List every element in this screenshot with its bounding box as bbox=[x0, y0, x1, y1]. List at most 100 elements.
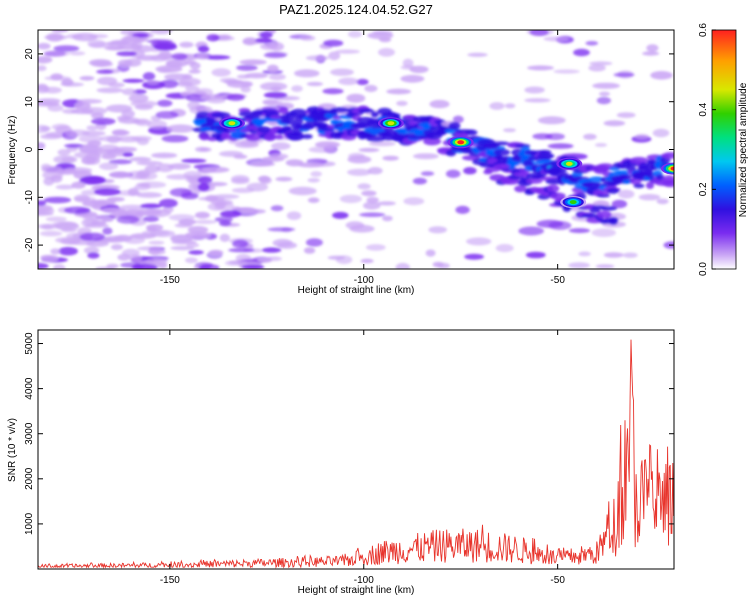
spectrogram-noise-blob bbox=[64, 129, 90, 137]
figure-title: PAZ1.2025.124.04.52.G27 bbox=[279, 2, 433, 17]
spectrogram-ridge-blob bbox=[245, 133, 262, 142]
spectrogram-ridge-blob bbox=[645, 181, 655, 189]
spectrogram-ridge-blob bbox=[366, 135, 386, 142]
spectrogram-noise-blob bbox=[379, 37, 392, 43]
spectrogram-noise-blob bbox=[186, 242, 200, 248]
spectrogram-noise-blob bbox=[132, 89, 147, 95]
snr-axis-ticks: -150 -100 -50 1000 2000 3000 4000 5000 bbox=[24, 330, 674, 586]
spectrogram-noise-blob bbox=[38, 124, 49, 134]
spectrogram-noise-blob bbox=[395, 262, 410, 269]
spectrogram-noise-blob bbox=[140, 203, 162, 209]
spectrogram-noise-blob bbox=[165, 60, 183, 68]
spectrogram-noise-blob bbox=[55, 184, 75, 190]
spectrogram-noise-blob bbox=[69, 51, 86, 56]
spectrogram-noise-blob bbox=[271, 142, 291, 150]
spectrogram-ridge-blob bbox=[493, 148, 511, 156]
spectrogram-noise-blob bbox=[166, 124, 195, 133]
spectrogram-noise-blob bbox=[208, 249, 224, 256]
spectrogram-noise-blob bbox=[275, 176, 293, 182]
spectrogram-noise-blob bbox=[117, 43, 142, 50]
spectrogram-noise-blob bbox=[452, 115, 464, 124]
spectrogram-noise-blob bbox=[133, 263, 145, 269]
spectrogram-noise-blob bbox=[106, 263, 119, 269]
spectrogram-noise-blob bbox=[231, 177, 250, 185]
spectrogram-hotspot bbox=[228, 121, 236, 126]
spectrogram-noise-blob bbox=[226, 80, 252, 88]
spectrogram-noise-blob bbox=[86, 125, 98, 131]
spectrogram-noise-blob bbox=[68, 240, 95, 245]
spectrogram-noise-blob bbox=[156, 163, 174, 173]
spectrogram-noise-blob bbox=[276, 241, 298, 249]
spectrogram-noise-blob bbox=[151, 152, 178, 159]
spectrogram-noise-blob bbox=[43, 196, 72, 204]
spectrogram-noise-blob bbox=[79, 76, 95, 81]
spectrogram-noise-blob bbox=[236, 64, 258, 71]
spectrogram-ridge-blob bbox=[538, 149, 552, 155]
spectrogram-noise-blob bbox=[261, 156, 285, 162]
x-tick-label: -50 bbox=[550, 275, 565, 286]
spectrogram-noise-blob bbox=[445, 169, 461, 178]
spectrogram-noise-blob bbox=[197, 45, 210, 53]
spectrogram-ridge-blob bbox=[546, 184, 560, 193]
spectrogram-noise-blob bbox=[589, 61, 613, 66]
spectrogram-noise-blob bbox=[409, 65, 429, 74]
spectrogram-noise-blob bbox=[467, 52, 488, 57]
spectrogram-noise-blob bbox=[603, 120, 626, 127]
spectrogram-noise-blob bbox=[347, 30, 363, 38]
spectrogram-noise-blob bbox=[201, 166, 230, 173]
spectrogram-noise-blob bbox=[346, 93, 366, 103]
spectrogram-noise-blob bbox=[638, 194, 661, 201]
spectrogram-noise-blob bbox=[400, 74, 425, 83]
spectrogram-noise-blob bbox=[603, 252, 624, 258]
spectrogram-ridge-blob bbox=[502, 178, 520, 185]
spectrogram-ridge-blob bbox=[600, 206, 618, 211]
spectrogram-hotspot bbox=[457, 140, 465, 145]
spectrogram-ridge-blob bbox=[581, 213, 599, 219]
spectrogram-noise-blob bbox=[303, 247, 316, 254]
spectrogram-noise-blob bbox=[368, 141, 396, 147]
spectrogram-noise-blob bbox=[161, 135, 189, 143]
spectrogram-noise-blob bbox=[234, 207, 256, 212]
spectrogram-noise-blob bbox=[110, 244, 123, 251]
spectrogram-noise-blob bbox=[148, 240, 165, 245]
spectrogram-ridge-blob bbox=[633, 183, 645, 189]
spectrogram-noise-blob bbox=[132, 119, 149, 125]
spectrogram-noise-blob bbox=[314, 141, 341, 148]
spectrogram-noise-blob bbox=[198, 265, 211, 269]
spectrogram-noise-blob bbox=[168, 163, 192, 170]
spectrogram-noise-blob bbox=[297, 162, 325, 168]
spectrogram-noise-blob bbox=[83, 246, 100, 255]
spectrogram-noise-blob bbox=[347, 168, 372, 176]
spectrogram-ridge-blob bbox=[513, 171, 528, 177]
spectrogram-noise-blob bbox=[120, 30, 135, 36]
spectrogram-noise-blob bbox=[613, 72, 635, 78]
spectrogram-noise-blob bbox=[43, 86, 62, 94]
x-tick-label: -150 bbox=[160, 275, 180, 286]
spectrogram-hotspot bbox=[569, 200, 577, 205]
spectrogram-noise-blob bbox=[259, 82, 288, 91]
spectrogram-ridge-blob bbox=[618, 174, 633, 179]
spectrogram-noise-blob bbox=[357, 183, 371, 190]
spectrogram-noise-blob bbox=[91, 220, 107, 226]
spectrogram-hotspot bbox=[670, 166, 674, 171]
colorbar-label: Normalized spectral amplitude bbox=[738, 82, 749, 217]
spectrogram-noise-blob bbox=[71, 181, 86, 189]
x-tick-label: -100 bbox=[354, 575, 374, 586]
spectrogram-ridge-blob bbox=[629, 156, 649, 165]
spectrogram-noise-blob bbox=[592, 82, 620, 89]
spectrogram-noise-blob bbox=[51, 30, 69, 33]
spectrogram-noise-blob bbox=[594, 143, 608, 147]
spectrogram-noise-blob bbox=[267, 227, 296, 232]
spectrogram-noise-blob bbox=[345, 221, 365, 230]
spectrogram-noise-blob bbox=[503, 128, 516, 133]
spectrogram-noise-blob bbox=[38, 200, 47, 206]
spectrogram-noise-blob bbox=[378, 47, 395, 57]
snr-xlabel: Height of straight line (km) bbox=[298, 585, 415, 596]
spectrogram-noise-blob bbox=[97, 76, 118, 86]
spectrogram-ridge-blob bbox=[537, 153, 555, 159]
spectrogram-noise-blob bbox=[215, 199, 227, 209]
spectrogram-noise-blob bbox=[121, 88, 137, 96]
spectrogram-ridge-blob bbox=[279, 106, 289, 115]
spectrogram-noise-blob bbox=[495, 244, 514, 253]
